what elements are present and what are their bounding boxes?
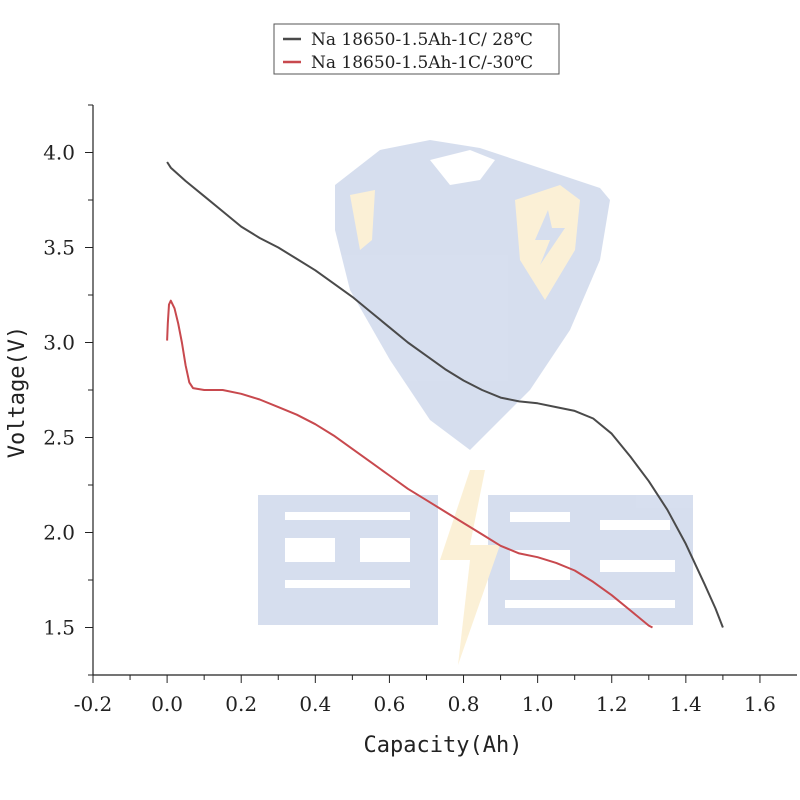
x-tick-label: 1.0 xyxy=(522,692,554,716)
y-tick-label: 2.5 xyxy=(43,426,75,450)
x-tick-label: -0.2 xyxy=(74,692,113,716)
axes: -0.2 0.0 0.2 0.4 0.6 0.8 1.0 1.2 1.4 1.6 1.5 2.0 2.5… xyxy=(43,104,797,716)
x-tick-label: 1.6 xyxy=(744,692,776,716)
y-tick-label: 2.0 xyxy=(43,521,75,545)
x-axis-label: Capacity(Ah) xyxy=(364,733,523,758)
x-tick-label: 0.4 xyxy=(299,692,331,716)
watermark-logo xyxy=(258,140,693,665)
x-tick-label: 0.0 xyxy=(151,692,183,716)
legend-label-1: Na 18650-1.5Ah-1C/ 28℃ xyxy=(311,30,533,50)
x-tick-label: 0.8 xyxy=(448,692,480,716)
legend: Na 18650-1.5Ah-1C/ 28℃ Na 18650-1.5Ah-1C/… xyxy=(273,23,560,75)
series-line-2 xyxy=(166,299,653,629)
x-tick-label: 1.4 xyxy=(670,692,702,716)
x-tick-label: 0.2 xyxy=(225,692,257,716)
x-tick-label: 0.6 xyxy=(374,692,406,716)
legend-label-2: Na 18650-1.5Ah-1C/-30℃ xyxy=(311,53,533,73)
y-tick-label: 3.5 xyxy=(43,236,75,260)
legend-box xyxy=(273,23,560,75)
series-group xyxy=(166,161,724,629)
series-line-1 xyxy=(166,161,724,628)
x-tick-label: 1.2 xyxy=(596,692,628,716)
y-tick-label: 4.0 xyxy=(43,141,75,165)
y-tick-label: 3.0 xyxy=(43,331,75,355)
y-axis-label: Voltage(V) xyxy=(5,326,30,458)
y-tick-label: 1.5 xyxy=(43,616,75,640)
